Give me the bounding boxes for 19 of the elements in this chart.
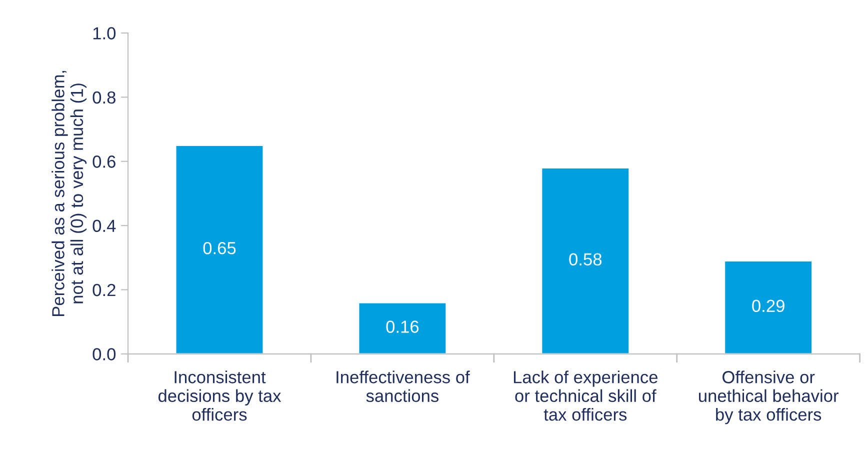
data-label: 0.58 <box>569 253 602 266</box>
x-tick-label: Ineffectiveness of sanctions <box>336 370 470 402</box>
y-tick-label: 0.0 <box>92 348 116 360</box>
x-tick-label: Inconsistent decisions by tax officers <box>158 370 282 421</box>
x-tick-label: Lack of experience or technical skill of tax officers <box>514 370 658 421</box>
data-label: 0.16 <box>386 320 419 333</box>
y-tick-label: 0.4 <box>92 220 116 232</box>
bar <box>174 144 264 354</box>
y-axis-title: Perceived as a serious problem, not at all (0) to very much (1) <box>52 71 87 316</box>
data-label: 0.65 <box>203 242 236 254</box>
y-tick-label: 0.8 <box>92 91 116 104</box>
y-tick-label: 0.2 <box>92 284 116 296</box>
bar <box>724 260 813 354</box>
y-tick-label: 0.6 <box>92 156 116 168</box>
y-tick-label: 1.0 <box>93 27 116 40</box>
bar <box>358 302 448 354</box>
x-tick-label: Offensive or unethical behavior by tax officers <box>699 370 839 424</box>
bar <box>540 167 630 354</box>
data-label: 0.29 <box>752 300 784 312</box>
